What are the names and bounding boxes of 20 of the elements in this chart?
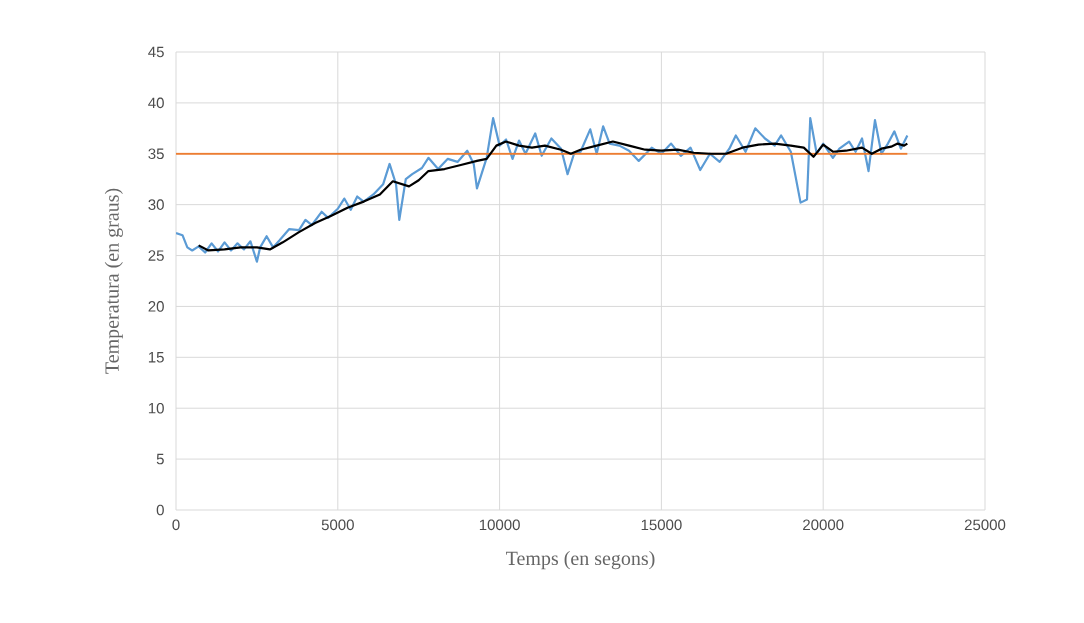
y-tick-label: 0 (156, 504, 164, 516)
y-tick-label: 35 (148, 148, 164, 160)
y-axis-title: Temperatura (en graus) (104, 188, 123, 374)
x-tick-label: 10000 (479, 519, 520, 531)
x-tick-label: 20000 (803, 519, 844, 531)
y-tick-label: 10 (148, 402, 164, 414)
x-tick-label: 5000 (321, 519, 354, 531)
x-tick-label: 0 (172, 519, 180, 531)
x-tick-label: 15000 (641, 519, 682, 531)
y-tick-label: 15 (148, 352, 164, 363)
y-tick-label: 45 (148, 46, 164, 58)
y-tick-label: 5 (156, 453, 164, 465)
y-tick-label: 25 (148, 250, 164, 261)
line-series (197, 140, 909, 252)
y-tick-label: 40 (148, 97, 164, 109)
x-tick-label: 25000 (964, 519, 1006, 531)
y-tick-label: 20 (148, 301, 164, 312)
x-axis-title: Temps (en segons) (506, 551, 655, 570)
y-tick-label: 30 (148, 199, 164, 210)
line-series (176, 117, 909, 263)
